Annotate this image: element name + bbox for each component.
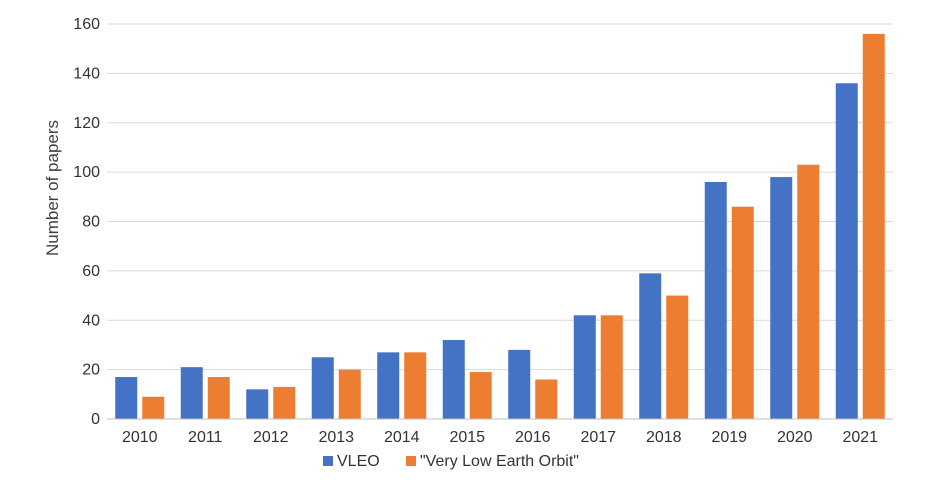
bar-very-low-earth-orbit-2012	[273, 386, 296, 419]
bar-vleo-2020	[770, 177, 793, 419]
x-tick-label: 2016	[515, 429, 551, 446]
y-axis-ticks: 0 20 40 60 80 100 120 140 160	[73, 16, 100, 428]
bar-vleo-2015	[442, 340, 465, 419]
y-tick-label: 40	[82, 312, 100, 329]
legend-swatch-very-low-earth-orbit	[406, 456, 416, 466]
y-tick-label: 120	[73, 115, 100, 132]
x-tick-label: 2011	[188, 429, 223, 446]
bar-very-low-earth-orbit-2021	[862, 33, 885, 419]
y-tick-label: 0	[91, 411, 100, 428]
legend-label-very-low-earth-orbit: "Very Low Earth Orbit"	[420, 453, 579, 470]
y-tick-label: 160	[73, 16, 100, 33]
x-tick-label: 2018	[646, 429, 682, 446]
x-tick-label: 2021	[842, 429, 878, 446]
x-tick-label: 2014	[384, 429, 420, 446]
bar-very-low-earth-orbit-2010	[142, 396, 165, 419]
x-tick-label: 2012	[253, 429, 289, 446]
legend-label-vleo: VLEO	[337, 453, 380, 470]
x-tick-label: 2015	[449, 429, 485, 446]
bar-vleo-2012	[246, 389, 269, 419]
y-tick-label: 60	[82, 263, 100, 280]
bar-very-low-earth-orbit-2019	[731, 206, 754, 419]
bar-very-low-earth-orbit-2015	[469, 372, 492, 419]
bar-very-low-earth-orbit-2020	[797, 164, 820, 419]
bar-vleo-2013	[311, 357, 334, 419]
bar-vleo-2011	[180, 367, 203, 419]
bar-very-low-earth-orbit-2014	[404, 352, 427, 419]
x-tick-label: 2010	[122, 429, 158, 446]
y-axis-title: Number of papers	[43, 120, 62, 256]
bar-very-low-earth-orbit-2011	[207, 377, 230, 419]
bar-very-low-earth-orbit-2013	[338, 369, 361, 419]
y-tick-label: 80	[82, 214, 100, 231]
y-tick-label: 20	[82, 362, 100, 379]
legend-swatch-vleo	[323, 456, 333, 466]
y-tick-label: 100	[73, 164, 100, 181]
bar-vleo-2010	[115, 377, 138, 419]
bar-very-low-earth-orbit-2017	[600, 315, 623, 419]
bar-vleo-2017	[573, 315, 596, 419]
bar-very-low-earth-orbit-2016	[535, 379, 558, 419]
bars	[115, 33, 885, 419]
gridlines	[107, 23, 893, 371]
x-tick-label: 2013	[318, 429, 354, 446]
bar-vleo-2014	[377, 352, 400, 419]
x-tick-label: 2020	[777, 429, 813, 446]
bar-vleo-2019	[704, 182, 727, 419]
x-tick-label: 2017	[580, 429, 616, 446]
legend: VLEO "Very Low Earth Orbit"	[323, 453, 579, 470]
bar-vleo-2018	[639, 273, 662, 419]
x-axis-ticks: 2010 2011 2012 2013 2014 2015 2016 2017 2018 2019…	[122, 429, 878, 446]
bar-vleo-2016	[508, 349, 531, 419]
x-tick-label: 2019	[711, 429, 747, 446]
bar-very-low-earth-orbit-2018	[666, 295, 689, 419]
y-tick-label: 140	[73, 65, 100, 82]
bar-vleo-2021	[835, 83, 858, 419]
